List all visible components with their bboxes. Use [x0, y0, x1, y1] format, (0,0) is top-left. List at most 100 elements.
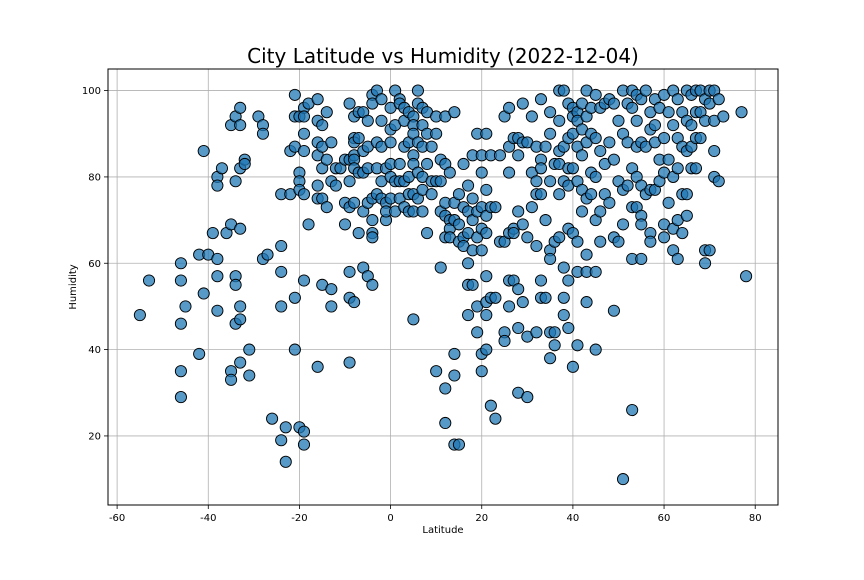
x-tick-label: 80	[749, 513, 762, 524]
data-point	[553, 114, 566, 127]
data-point	[384, 136, 397, 149]
data-point	[261, 248, 274, 261]
data-point	[667, 119, 680, 132]
data-point	[525, 110, 538, 123]
data-point	[471, 326, 484, 339]
y-tick-label: 80	[88, 172, 101, 183]
data-point	[425, 188, 438, 201]
data-point	[544, 106, 557, 119]
data-point	[275, 300, 288, 313]
data-point	[594, 235, 607, 248]
data-point	[448, 347, 461, 360]
data-point	[712, 93, 725, 106]
data-point	[311, 179, 324, 192]
data-point	[234, 313, 247, 326]
data-point	[462, 309, 475, 322]
data-point	[343, 265, 356, 278]
y-axis-ticks: 20 40 60 80 100	[82, 86, 108, 442]
data-point	[439, 416, 452, 430]
data-point	[703, 244, 716, 257]
data-point	[348, 196, 361, 209]
data-point	[626, 101, 639, 114]
data-point	[229, 278, 242, 291]
data-point	[430, 365, 443, 378]
data-point	[325, 283, 338, 296]
data-point	[512, 205, 525, 218]
data-point	[503, 101, 516, 114]
data-point	[343, 97, 356, 110]
data-point	[174, 274, 187, 287]
data-point	[571, 339, 584, 352]
data-point	[475, 244, 488, 257]
data-point	[603, 136, 616, 149]
data-point	[557, 84, 570, 97]
data-point	[603, 196, 616, 209]
data-point	[311, 360, 324, 373]
data-point	[580, 248, 593, 261]
data-point	[411, 84, 424, 97]
plot-frame	[107, 68, 779, 506]
data-point	[206, 226, 219, 240]
data-point	[548, 339, 561, 352]
data-point	[553, 188, 566, 201]
data-point	[594, 144, 607, 158]
x-tick-label: -60	[109, 513, 125, 524]
data-point	[443, 166, 456, 179]
data-point	[662, 153, 675, 166]
data-point	[234, 356, 247, 369]
data-point	[142, 274, 156, 287]
data-point	[525, 201, 538, 214]
data-point	[544, 127, 557, 140]
data-point	[448, 106, 461, 119]
data-point	[448, 369, 461, 382]
data-point	[493, 149, 507, 162]
data-point	[630, 114, 643, 127]
data-point	[302, 218, 315, 231]
data-point	[534, 274, 548, 287]
data-point	[521, 391, 534, 404]
data-point	[566, 360, 579, 373]
data-point	[297, 144, 311, 158]
data-point	[516, 218, 529, 231]
data-point	[452, 218, 466, 231]
data-point	[279, 455, 292, 468]
data-point	[680, 188, 693, 201]
y-tick-label: 60	[88, 259, 101, 270]
data-point	[489, 201, 502, 214]
data-point	[238, 157, 251, 171]
data-point	[297, 188, 311, 201]
data-point	[512, 321, 525, 335]
data-point	[197, 144, 210, 158]
data-point	[480, 270, 493, 283]
data-point	[740, 270, 753, 283]
data-point	[430, 127, 443, 140]
data-point	[671, 252, 684, 265]
data-point	[420, 157, 434, 171]
data-point	[671, 93, 684, 106]
data-point	[516, 296, 529, 309]
data-point	[297, 274, 311, 287]
data-point	[530, 175, 543, 188]
data-point	[594, 205, 607, 218]
data-point	[133, 309, 146, 322]
data-point	[534, 93, 548, 106]
data-point	[375, 114, 388, 127]
data-point	[425, 140, 438, 153]
data-point	[557, 309, 570, 322]
data-point	[297, 425, 311, 438]
data-point	[680, 209, 693, 222]
data-point	[338, 218, 352, 231]
data-point	[489, 412, 502, 425]
data-point	[288, 291, 301, 304]
data-point	[607, 304, 620, 317]
data-point	[329, 179, 342, 192]
data-point	[343, 175, 356, 188]
data-point	[234, 101, 247, 114]
data-point	[434, 261, 447, 274]
data-point	[275, 239, 288, 253]
data-point	[320, 153, 333, 166]
data-point	[211, 252, 224, 265]
data-point	[562, 321, 575, 335]
data-point	[626, 403, 639, 417]
data-point	[297, 438, 311, 451]
